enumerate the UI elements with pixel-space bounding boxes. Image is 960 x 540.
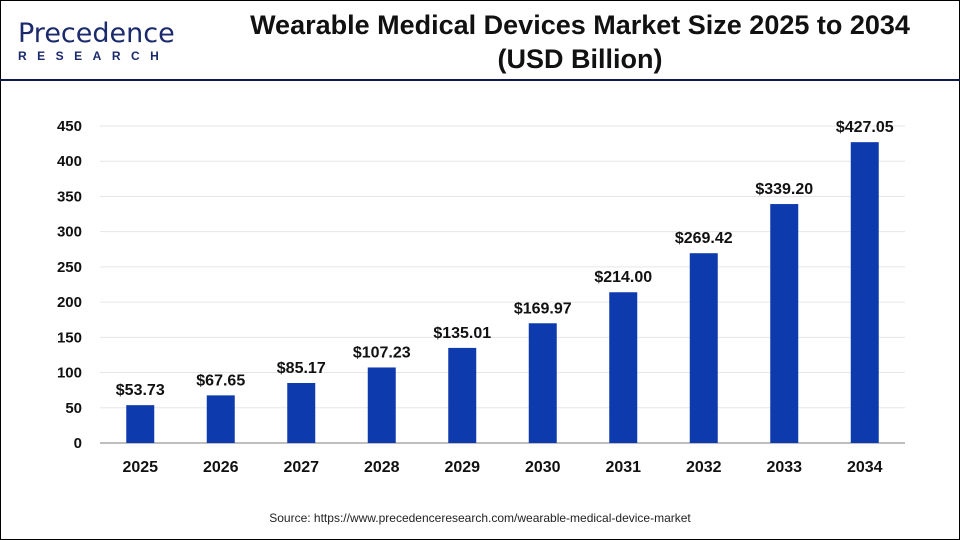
x-tick-label: 2029	[444, 459, 480, 476]
logo: Precedence RESEARCH	[18, 18, 175, 64]
data-label: $214.00	[594, 269, 652, 286]
y-tick-label: 0	[74, 435, 82, 452]
bar	[206, 395, 235, 443]
bar	[850, 142, 879, 444]
data-label: $67.65	[196, 372, 245, 389]
logo-brand: Precedence	[18, 18, 175, 49]
y-tick-label: 150	[57, 329, 82, 346]
x-tick-label: 2028	[364, 459, 400, 476]
data-label: $107.23	[353, 344, 411, 361]
data-label: $53.73	[116, 382, 165, 399]
bar	[770, 204, 799, 443]
data-label: $85.17	[277, 360, 326, 377]
y-tick-label: 250	[57, 259, 82, 276]
y-tick-label: 100	[57, 365, 82, 382]
data-label: $135.01	[433, 325, 491, 342]
y-tick-label: 300	[57, 224, 82, 241]
y-tick-label: 200	[57, 294, 82, 311]
x-tick-label: 2034	[847, 459, 883, 476]
y-tick-label: 450	[57, 118, 82, 135]
x-tick-label: 2026	[203, 459, 239, 476]
bar	[367, 367, 396, 443]
bar	[689, 253, 718, 443]
data-label: $427.05	[836, 119, 894, 136]
source-text: Source: https://www.precedenceresearch.c…	[269, 511, 691, 525]
data-label: $169.97	[514, 300, 572, 317]
logo-sub: RESEARCH	[18, 49, 170, 63]
bar	[609, 292, 638, 443]
x-tick-label: 2031	[605, 459, 641, 476]
y-tick-label: 350	[57, 188, 82, 205]
header-divider	[0, 79, 960, 81]
data-label: $269.42	[675, 230, 733, 247]
x-tick-label: 2030	[525, 459, 561, 476]
y-tick-label: 400	[57, 153, 82, 170]
bar	[448, 347, 477, 443]
title-line-2: (USD Billion)	[497, 44, 663, 74]
x-tick-label: 2033	[766, 459, 802, 476]
bar	[126, 405, 155, 443]
x-tick-label: 2027	[283, 459, 319, 476]
data-label: $339.20	[755, 181, 813, 198]
x-tick-label: 2025	[122, 459, 158, 476]
bar	[287, 383, 316, 443]
title-line-1: Wearable Medical Devices Market Size 202…	[250, 10, 910, 40]
bar	[528, 323, 557, 443]
y-tick-label: 50	[65, 400, 82, 417]
x-tick-label: 2032	[686, 459, 722, 476]
chart-title: Wearable Medical Devices Market Size 202…	[200, 8, 960, 76]
